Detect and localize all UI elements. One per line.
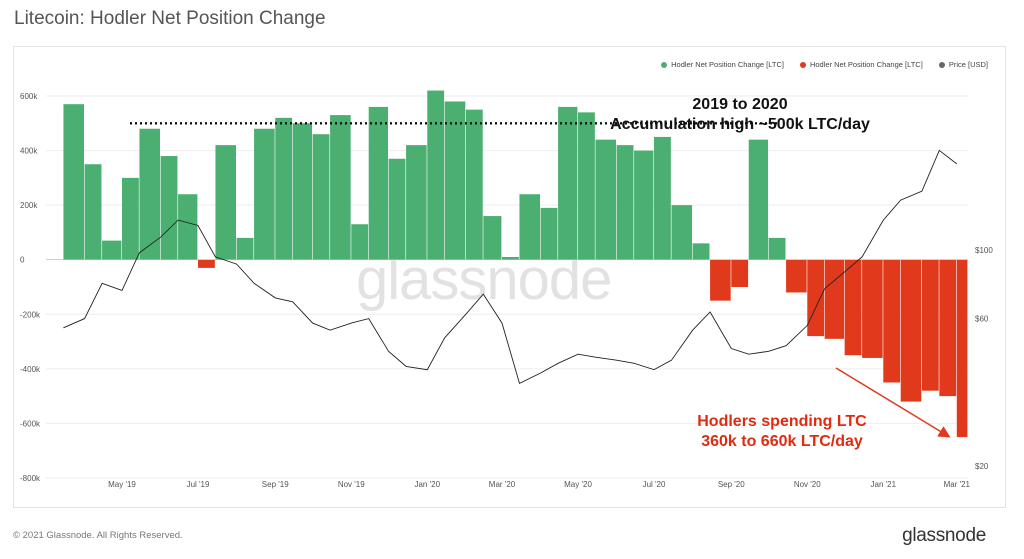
annotation-spending: Hodlers spending LTC 360k to 660k LTC/da… [672, 412, 892, 452]
bar-accumulation [465, 109, 483, 260]
price-line [63, 149, 958, 385]
bar-accumulation [102, 240, 122, 260]
x-tick-label: Jul '20 [643, 480, 666, 489]
x-tick-label: Jan '20 [414, 480, 440, 489]
y-tick-label: 400k [20, 147, 38, 156]
legend-label: Hodler Net Position Change [LTC] [809, 60, 923, 69]
legend-dot-green [661, 61, 668, 68]
annotation-line: 360k to 660k LTC/day [701, 433, 863, 450]
brand-logo: glassnode [902, 525, 986, 546]
x-tick-label: May '20 [564, 480, 592, 489]
annotation-line: Hodlers spending LTC [697, 413, 867, 430]
bar-accumulation [292, 123, 313, 260]
legend-dot-grey [938, 61, 945, 68]
y-right-tick-label: $100 [975, 246, 993, 255]
bar-accumulation [406, 145, 427, 260]
annotation-line: 2019 to 2020 [692, 96, 788, 113]
x-tick-label: Mar '21 [944, 480, 971, 489]
bar-accumulation [312, 134, 330, 260]
bar-accumulation [275, 117, 293, 260]
bar-spending [956, 259, 968, 438]
bar-accumulation [616, 145, 634, 260]
y-right-tick-label: $20 [975, 462, 989, 471]
y-tick-label: -200k [20, 310, 41, 319]
legend-item-spending[interactable]: Hodler Net Position Change [LTC] [799, 60, 923, 69]
y-tick-label: 0 [20, 256, 25, 265]
copyright-footer: © 2021 Glassnode. All Rights Reserved. [13, 530, 183, 541]
bar-accumulation [654, 136, 671, 260]
bar-accumulation [768, 237, 786, 260]
bar-accumulation [634, 150, 654, 260]
bar-spending [844, 259, 862, 356]
bar-spending [786, 259, 807, 293]
legend: Hodler Net Position Change [LTC] Hodler … [661, 60, 988, 69]
x-tick-label: Nov '19 [338, 480, 365, 489]
bar-accumulation [578, 112, 595, 260]
bar-spending [900, 259, 922, 402]
bar-spending [921, 259, 939, 391]
bar-accumulation [84, 164, 102, 260]
bar-spending [824, 259, 845, 339]
bar-accumulation [330, 115, 351, 260]
y-tick-label: -600k [20, 419, 41, 428]
bar-accumulation [483, 216, 502, 260]
bar-accumulation [502, 256, 519, 260]
legend-item-accumulation[interactable]: Hodler Net Position Change [LTC] [661, 60, 784, 69]
legend-label: Price [USD] [948, 60, 988, 69]
bar-accumulation [692, 243, 710, 260]
bar-accumulation [558, 106, 578, 260]
bar-accumulation [519, 194, 541, 260]
x-tick-label: Sep '19 [262, 480, 289, 489]
chart-frame [13, 46, 1006, 508]
bar-accumulation [139, 128, 161, 260]
legend-item-price[interactable]: Price [USD] [938, 60, 988, 69]
x-tick-label: Nov '20 [794, 480, 821, 489]
bar-spending [939, 259, 957, 397]
bar-spending [862, 259, 883, 358]
bar-accumulation [444, 101, 466, 260]
spending-arrow [835, 367, 951, 438]
bar-accumulation [595, 139, 617, 260]
y-right-tick-label: $60 [975, 315, 989, 324]
bar-accumulation [427, 90, 445, 260]
bar-accumulation [254, 128, 275, 260]
y-tick-label: -800k [20, 474, 41, 483]
y-tick-label: 600k [20, 92, 38, 101]
bar-accumulation [351, 224, 369, 260]
bar-accumulation [160, 156, 178, 260]
bar-accumulation [671, 205, 693, 260]
x-tick-label: Mar '20 [489, 480, 516, 489]
bar-accumulation [368, 106, 389, 260]
y-tick-label: -400k [20, 365, 41, 374]
bar-accumulation [122, 177, 139, 260]
bar-accumulation [748, 139, 769, 260]
legend-dot-red [799, 61, 806, 68]
y-tick-label: 200k [20, 201, 38, 210]
x-tick-label: May '19 [108, 480, 136, 489]
x-tick-label: Sep '20 [718, 480, 745, 489]
x-tick-label: Jul '19 [187, 480, 210, 489]
bar-spending [807, 259, 825, 337]
annotation-line: Accumulation high ~500k LTC/day [610, 116, 870, 133]
bar-spending [883, 259, 901, 383]
bar-accumulation [388, 158, 406, 260]
bar-spending [198, 259, 215, 268]
bar-accumulation [540, 207, 558, 260]
bar-accumulation [178, 194, 198, 260]
x-tick-label: Jan '21 [871, 480, 897, 489]
bar-accumulation [215, 145, 237, 260]
annotation-accumulation: 2019 to 2020 Accumulation high ~500k LTC… [560, 95, 920, 135]
bar-accumulation [63, 104, 85, 260]
bar-spending [710, 259, 731, 301]
legend-label: Hodler Net Position Change [LTC] [671, 60, 784, 69]
bar-accumulation [236, 237, 254, 260]
bar-spending [731, 259, 749, 287]
chart-title: Litecoin: Hodler Net Position Change [14, 8, 326, 29]
